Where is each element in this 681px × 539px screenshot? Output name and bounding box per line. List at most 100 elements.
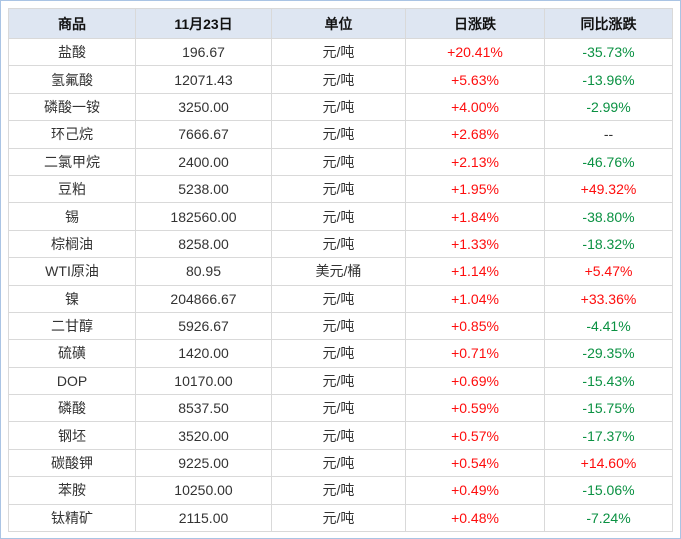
table-header: 商品 11月23日 单位 日涨跌 同比涨跌 bbox=[8, 8, 673, 39]
table-row: 豆粕 5238.00 元/吨 +1.95% +49.32% bbox=[8, 174, 673, 204]
table-row: 二甘醇 5926.67 元/吨 +0.85% -4.41% bbox=[8, 311, 673, 341]
yoy-change-cell: +33.36% bbox=[544, 284, 673, 313]
column-header-yoy-change: 同比涨跌 bbox=[544, 8, 673, 39]
commodity-cell: 环己烷 bbox=[8, 120, 136, 149]
daily-change-cell: +0.57% bbox=[405, 421, 545, 450]
daily-change-cell: +1.14% bbox=[405, 257, 545, 286]
yoy-change-cell: -15.43% bbox=[544, 366, 673, 396]
daily-change-cell: +5.63% bbox=[405, 65, 545, 94]
commodity-cell: 豆粕 bbox=[8, 174, 136, 204]
yoy-change-cell: -7.24% bbox=[544, 503, 673, 533]
yoy-change-cell: -4.41% bbox=[544, 311, 673, 341]
table-row: 苯胺 10250.00 元/吨 +0.49% -15.06% bbox=[8, 476, 673, 505]
daily-change-cell: +1.33% bbox=[405, 229, 545, 259]
unit-cell: 元/吨 bbox=[271, 65, 406, 94]
commodity-cell: 盐酸 bbox=[8, 37, 136, 67]
commodity-cell: 锡 bbox=[8, 202, 136, 231]
unit-cell: 元/吨 bbox=[271, 448, 406, 478]
commodity-cell: 钛精矿 bbox=[8, 503, 136, 533]
column-header-unit: 单位 bbox=[271, 8, 406, 39]
daily-change-cell: +0.69% bbox=[405, 366, 545, 396]
price-cell: 12071.43 bbox=[135, 65, 272, 94]
column-header-commodity: 商品 bbox=[8, 8, 136, 39]
commodity-cell: 二氯甲烷 bbox=[8, 147, 136, 176]
table-row: 磷酸一铵 3250.00 元/吨 +4.00% -2.99% bbox=[8, 92, 673, 122]
unit-cell: 元/吨 bbox=[271, 284, 406, 313]
yoy-change-cell: -15.06% bbox=[544, 476, 673, 505]
yoy-change-cell: -17.37% bbox=[544, 421, 673, 450]
daily-change-cell: +4.00% bbox=[405, 92, 545, 122]
daily-change-cell: +1.04% bbox=[405, 284, 545, 313]
unit-cell: 元/吨 bbox=[271, 37, 406, 67]
commodity-cell: 棕榈油 bbox=[8, 229, 136, 259]
table-row: 环己烷 7666.67 元/吨 +2.68% -- bbox=[8, 120, 673, 149]
table-row: 镍 204866.67 元/吨 +1.04% +33.36% bbox=[8, 284, 673, 313]
column-header-daily-change: 日涨跌 bbox=[405, 8, 545, 39]
yoy-change-cell: +14.60% bbox=[544, 448, 673, 478]
daily-change-cell: +0.48% bbox=[405, 503, 545, 533]
commodity-cell: 钢坯 bbox=[8, 421, 136, 450]
daily-change-cell: +1.84% bbox=[405, 202, 545, 231]
yoy-change-cell: -18.32% bbox=[544, 229, 673, 259]
yoy-change-cell: -35.73% bbox=[544, 37, 673, 67]
daily-change-cell: +2.13% bbox=[405, 147, 545, 176]
table-container: 商品 11月23日 单位 日涨跌 同比涨跌 盐酸 196.67 元/吨 +20.41%… bbox=[8, 8, 673, 533]
daily-change-cell: +20.41% bbox=[405, 37, 545, 67]
table-row: 棕榈油 8258.00 元/吨 +1.33% -18.32% bbox=[8, 229, 673, 259]
table-row: 碳酸钾 9225.00 元/吨 +0.54% +14.60% bbox=[8, 448, 673, 478]
price-cell: 10170.00 bbox=[135, 366, 272, 396]
unit-cell: 元/吨 bbox=[271, 339, 406, 368]
price-cell: 5238.00 bbox=[135, 174, 272, 204]
commodity-cell: 镍 bbox=[8, 284, 136, 313]
price-cell: 5926.67 bbox=[135, 311, 272, 341]
header-row: 商品 11月23日 单位 日涨跌 同比涨跌 bbox=[8, 8, 673, 39]
table-row: 锡 182560.00 元/吨 +1.84% -38.80% bbox=[8, 202, 673, 231]
price-cell: 3520.00 bbox=[135, 421, 272, 450]
price-cell: 1420.00 bbox=[135, 339, 272, 368]
unit-cell: 元/吨 bbox=[271, 366, 406, 396]
commodity-cell: 磷酸一铵 bbox=[8, 92, 136, 122]
price-cell: 10250.00 bbox=[135, 476, 272, 505]
yoy-change-cell: -- bbox=[544, 120, 673, 149]
unit-cell: 元/吨 bbox=[271, 394, 406, 423]
unit-cell: 元/吨 bbox=[271, 476, 406, 505]
yoy-change-cell: -13.96% bbox=[544, 65, 673, 94]
daily-change-cell: +0.49% bbox=[405, 476, 545, 505]
unit-cell: 元/吨 bbox=[271, 120, 406, 149]
daily-change-cell: +0.85% bbox=[405, 311, 545, 341]
table-row: WTI原油 80.95 美元/桶 +1.14% +5.47% bbox=[8, 257, 673, 286]
price-cell: 8258.00 bbox=[135, 229, 272, 259]
table-body: 盐酸 196.67 元/吨 +20.41% -35.73% 氢氟酸 12071.43 元/吨 +… bbox=[8, 37, 673, 533]
price-cell: 196.67 bbox=[135, 37, 272, 67]
price-cell: 3250.00 bbox=[135, 92, 272, 122]
yoy-change-cell: -29.35% bbox=[544, 339, 673, 368]
commodity-cell: 氢氟酸 bbox=[8, 65, 136, 94]
daily-change-cell: +0.71% bbox=[405, 339, 545, 368]
column-header-date: 11月23日 bbox=[135, 8, 272, 39]
unit-cell: 元/吨 bbox=[271, 229, 406, 259]
unit-cell: 元/吨 bbox=[271, 92, 406, 122]
commodity-cell: 碳酸钾 bbox=[8, 448, 136, 478]
daily-change-cell: +1.95% bbox=[405, 174, 545, 204]
commodity-price-table: 商品 11月23日 单位 日涨跌 同比涨跌 盐酸 196.67 元/吨 +20.41%… bbox=[8, 8, 673, 533]
commodity-cell: 磷酸 bbox=[8, 394, 136, 423]
unit-cell: 元/吨 bbox=[271, 202, 406, 231]
table-row: 磷酸 8537.50 元/吨 +0.59% -15.75% bbox=[8, 394, 673, 423]
commodity-cell: WTI原油 bbox=[8, 257, 136, 286]
daily-change-cell: +0.54% bbox=[405, 448, 545, 478]
commodity-cell: 硫磺 bbox=[8, 339, 136, 368]
daily-change-cell: +2.68% bbox=[405, 120, 545, 149]
table-row: 硫磺 1420.00 元/吨 +0.71% -29.35% bbox=[8, 339, 673, 368]
price-cell: 2115.00 bbox=[135, 503, 272, 533]
table-row: 钢坯 3520.00 元/吨 +0.57% -17.37% bbox=[8, 421, 673, 450]
price-cell: 80.95 bbox=[135, 257, 272, 286]
price-cell: 2400.00 bbox=[135, 147, 272, 176]
unit-cell: 美元/桶 bbox=[271, 257, 406, 286]
daily-change-cell: +0.59% bbox=[405, 394, 545, 423]
yoy-change-cell: -38.80% bbox=[544, 202, 673, 231]
commodity-cell: DOP bbox=[8, 366, 136, 396]
unit-cell: 元/吨 bbox=[271, 147, 406, 176]
yoy-change-cell: -2.99% bbox=[544, 92, 673, 122]
yoy-change-cell: +49.32% bbox=[544, 174, 673, 204]
unit-cell: 元/吨 bbox=[271, 311, 406, 341]
